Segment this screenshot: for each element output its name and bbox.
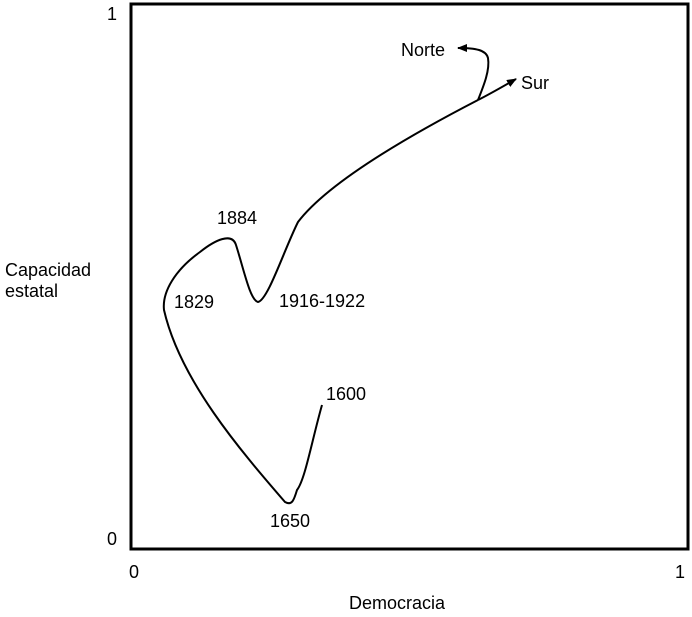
y-tick-label: 1 xyxy=(107,4,118,24)
sur-branch xyxy=(477,78,517,101)
y-axis-title: Capacidad estatal xyxy=(5,260,92,301)
trajectory xyxy=(162,99,479,505)
x-axis-title: Democracia xyxy=(349,593,446,613)
label-year: 1829 xyxy=(174,292,215,312)
label-year: 1650 xyxy=(270,511,311,531)
label-norte: Norte xyxy=(401,40,446,60)
y-tick-label: 0 xyxy=(107,529,118,549)
label-year: 1916-1922 xyxy=(279,291,366,311)
x-tick-label: 0 xyxy=(129,562,140,582)
plot-frame xyxy=(129,2,690,551)
label-sur: Sur xyxy=(521,73,550,93)
label-year: 1600 xyxy=(326,384,367,404)
label-year: 1884 xyxy=(217,208,258,228)
norte-branch xyxy=(457,44,490,101)
x-tick-label: 1 xyxy=(675,562,686,582)
